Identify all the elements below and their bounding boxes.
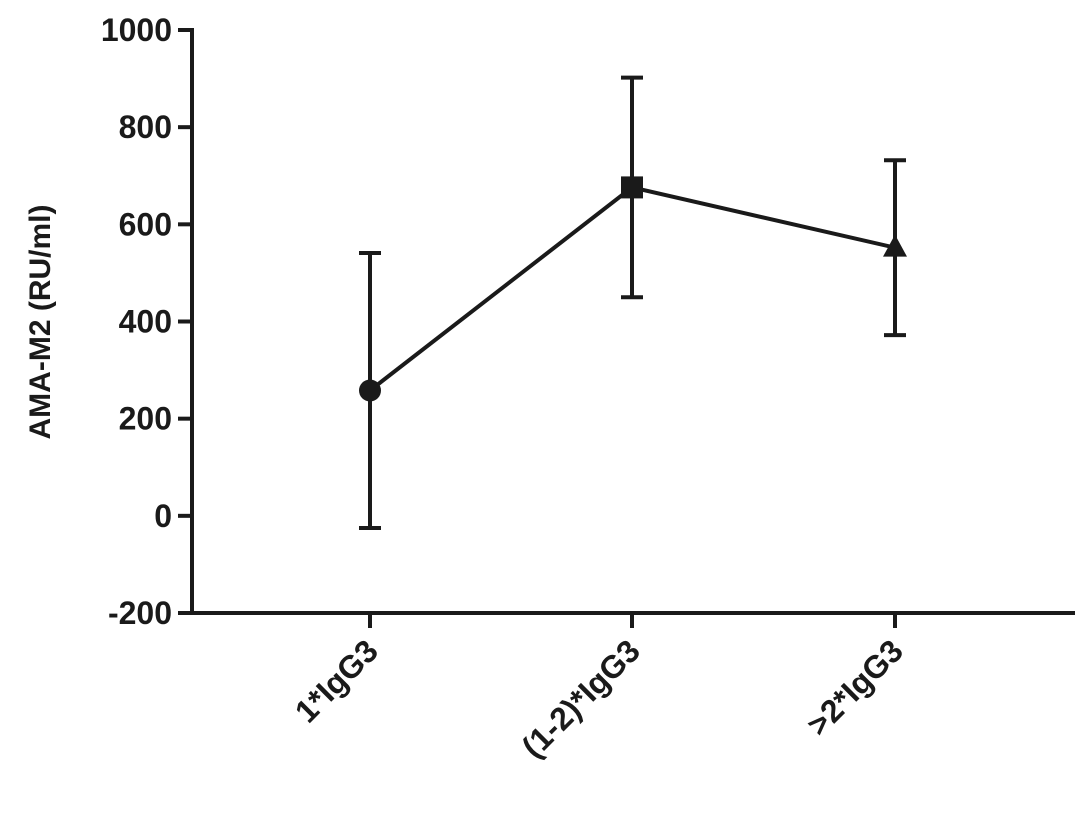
marker [359, 379, 381, 402]
y-tick-label: -200 [108, 595, 172, 631]
marker [883, 234, 907, 257]
y-tick-label: 200 [119, 401, 172, 437]
x-tick-label: 1*IgG3 [288, 632, 385, 729]
y-tick-label: 1000 [101, 12, 172, 48]
marker [621, 176, 643, 199]
x-tick-label: (1-2)*IgG3 [515, 632, 647, 764]
y-tick-label: 600 [119, 206, 172, 242]
y-axis-label: AMA-M2 (RU/ml) [24, 205, 57, 440]
y-tick-label: 400 [119, 304, 172, 340]
y-tick-label: 0 [154, 498, 172, 534]
y-tick-label: 800 [119, 109, 172, 145]
x-tick-label: >2*IgG3 [800, 632, 910, 742]
